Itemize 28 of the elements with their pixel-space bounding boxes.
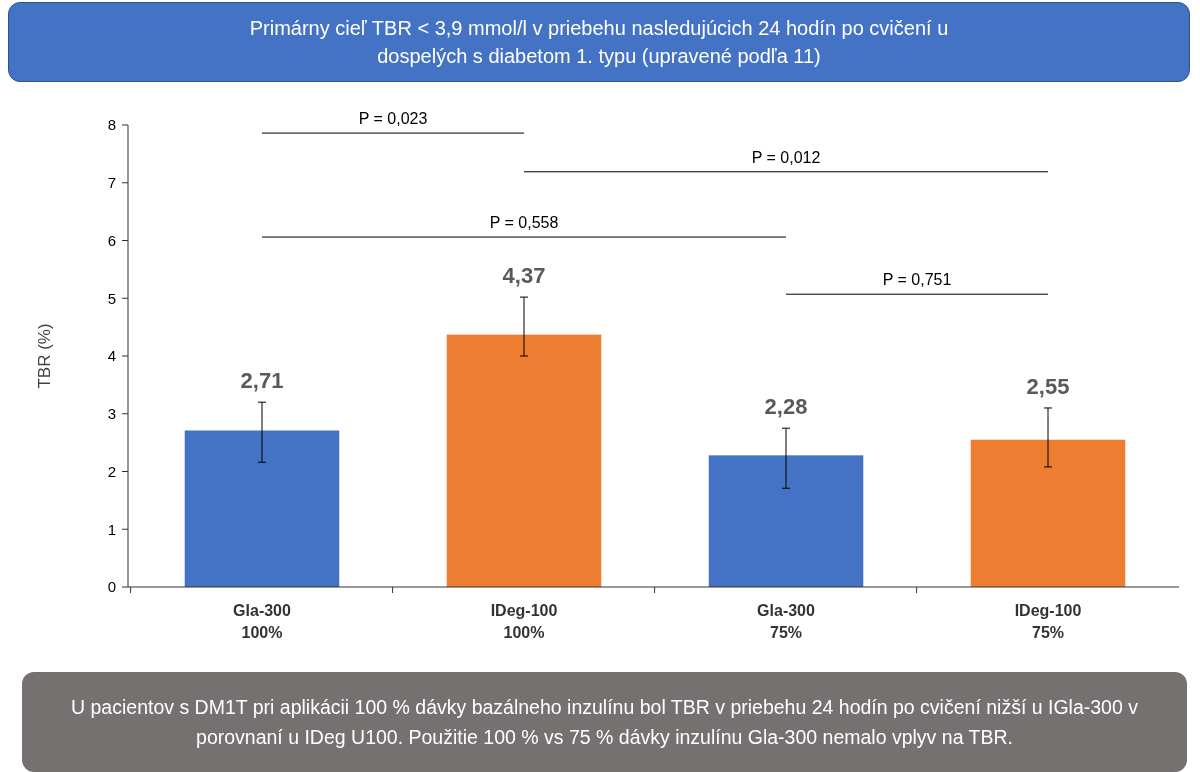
y-tick-label: 0 (107, 578, 116, 596)
data-label: 2,28 (764, 394, 808, 420)
x-tick-label: IDeg-100 75% (1014, 602, 1082, 641)
y-tick-label: 1 (107, 520, 116, 538)
y-tick-label: 6 (107, 231, 116, 249)
annotation: P = 0,751 (882, 271, 952, 289)
annotation: P = 0,558 (489, 214, 559, 232)
y-tick-label: 3 (107, 405, 116, 422)
chart-title: Primárny cieľ TBR < 3,9 mmol/l v priebehu nasledujúcich 24 hodín po cvičení u dospelých s diabetom 1. typu (upravené podľa 11) (248, 16, 950, 69)
data-label: 2,55 (1026, 373, 1070, 399)
annotation: P = 0,012 (751, 148, 821, 166)
text: U pacientov s DM1T pri aplikácii 100 % dávky bazálneho inzulínu bol TBR v priebehu 24 hodín po cvičení nižší u IGla-300 v porovnaní u IDeg U100. Použitie 100 % vs 75 % dávky inzulínu Gla-300 nemalo vplyv na TBR. (70, 695, 1139, 750)
bar (708, 455, 864, 587)
bar (446, 334, 602, 587)
bar (184, 430, 340, 587)
data-label: 4,37 (502, 263, 546, 289)
x-tick-label: IDeg-100 100% (490, 602, 558, 641)
bar (970, 439, 1126, 587)
data-label: 2,71 (240, 368, 284, 394)
x-tick-label: Gla-300 100% (233, 602, 292, 641)
y-tick-label: 4 (107, 347, 116, 365)
x-tick-label: Gla-300 75% (757, 602, 816, 641)
y-tick-label: 8 (107, 116, 116, 134)
y-tick-label: 5 (107, 289, 116, 307)
y-tick-label: 7 (107, 174, 116, 191)
y-axis-title: TBR (%) (35, 323, 54, 389)
annotation: P = 0,023 (358, 110, 428, 128)
y-tick-label: 2 (107, 462, 116, 480)
